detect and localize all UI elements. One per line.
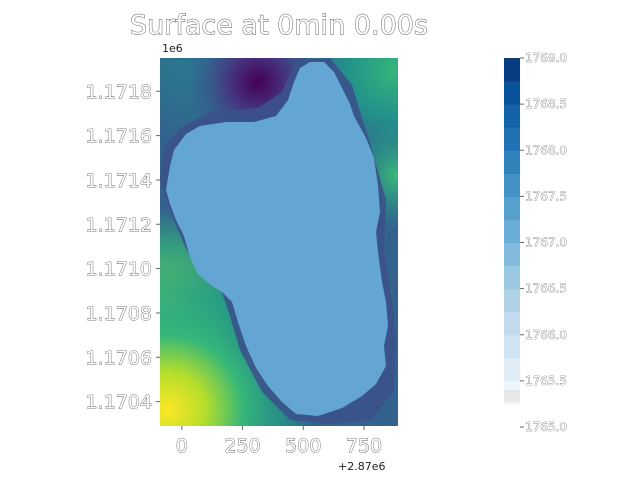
colorbar-segment [504, 196, 520, 220]
y-tick-label: 1.1708 [86, 303, 152, 325]
colorbar-segment [504, 357, 520, 382]
colorbar-segment [504, 58, 520, 82]
colorbar-tick-label: 1766.5 [525, 282, 567, 296]
colorbar-tick-label: 1769.0 [525, 51, 567, 65]
y-tick-label: 1.1704 [86, 392, 152, 414]
y-tick-label: 1.1718 [86, 81, 152, 103]
colorbar-segment [504, 311, 520, 336]
lake-water-surface [166, 62, 388, 416]
colorbar-tick-label: 1765.0 [525, 420, 567, 434]
x-offset-label: +2.87e6 [338, 460, 385, 473]
x-tick-label: 250 [224, 435, 260, 457]
colorbar-tick-label: 1767.5 [525, 189, 567, 203]
colorbar-segment [504, 150, 520, 174]
colorbar-segment [504, 265, 520, 290]
colorbar-tick-label: 1765.5 [525, 374, 567, 388]
x-tick-label: 0 [176, 435, 188, 457]
chart-title: Surface at 0min 0.00s [130, 10, 428, 41]
y-tick-label: 1.1714 [86, 170, 152, 192]
colorbar-tick-label: 1766.0 [525, 328, 567, 342]
x-axis: 0 250 500 750 [175, 426, 383, 457]
plot-area [160, 58, 398, 426]
colorbar-segment [504, 403, 520, 428]
colorbar-segment [504, 288, 520, 313]
colorbar-segment [504, 81, 520, 105]
y-tick-label: 1.1706 [86, 347, 152, 369]
colorbar: 1765.0 1765.5 1766.0 1766.5 1767.0 1767.5 1768… [504, 51, 567, 434]
x-tick-label: 500 [285, 435, 321, 457]
y-axis: 1.1704 1.1706 1.1708 1.1710 1.1712 1.1714 1.17… [85, 81, 160, 414]
x-tick-label: 750 [346, 435, 382, 457]
colorbar-segment [504, 127, 520, 151]
colorbar-tick-label: 1767.0 [525, 236, 567, 250]
colorbar-segment [504, 104, 520, 128]
colorbar-segment [504, 242, 520, 267]
y-tick-label: 1.1712 [86, 214, 152, 236]
y-offset-label: 1e6 [162, 42, 183, 55]
y-tick-label: 1.1716 [86, 126, 152, 148]
colorbar-segment [504, 334, 520, 359]
colorbar-tick-label: 1768.5 [525, 97, 567, 111]
colorbar-segment [504, 390, 520, 402]
colorbar-tick-label: 1768.0 [525, 143, 567, 157]
y-tick-label: 1.1710 [86, 259, 152, 281]
colorbar-segment [504, 173, 520, 197]
colorbar-segment [504, 219, 520, 243]
